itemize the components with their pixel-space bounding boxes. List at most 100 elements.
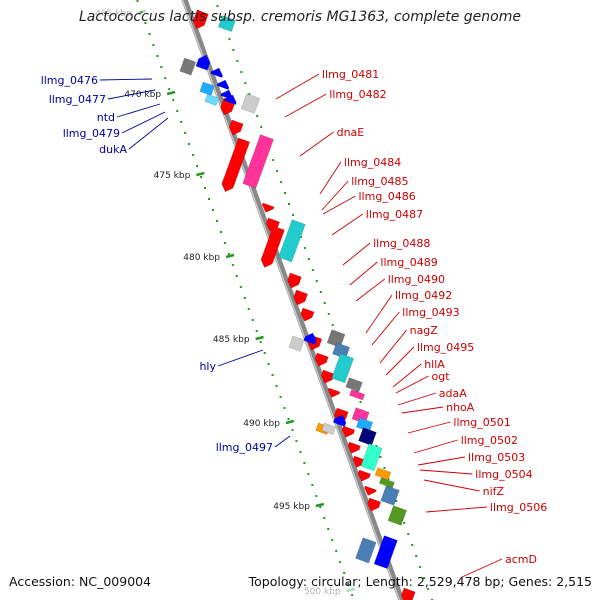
gene-label[interactable]: llmg_0502 [461, 434, 518, 447]
forward-cds[interactable] [227, 119, 244, 137]
reverse-cds[interactable] [303, 331, 319, 345]
forward-cds[interactable] [313, 352, 329, 368]
forward-cds[interactable] [362, 485, 377, 498]
forward-cds[interactable] [299, 307, 315, 323]
track-dot [284, 192, 287, 194]
gene-block[interactable] [242, 134, 274, 189]
gene-label[interactable]: llmg_0486 [359, 190, 416, 203]
gene-block[interactable] [387, 505, 407, 526]
gene-block[interactable] [326, 329, 346, 348]
track-dot [192, 154, 195, 156]
gene-label[interactable]: llmg_0482 [329, 88, 386, 101]
leader-line [425, 506, 487, 513]
gene-label[interactable]: llmg_0503 [468, 451, 525, 464]
gene-block[interactable] [321, 422, 337, 435]
gene-label[interactable]: llmg_0495 [417, 341, 474, 354]
track-dot [315, 495, 318, 497]
gene-label[interactable]: llmg_0477 [49, 93, 106, 106]
genome-backbone-highlight [181, 0, 401, 600]
gene-block[interactable] [179, 57, 197, 76]
gene-labels: llmg_0481 llmg_0482 dnaE llmg_0484 llmg_0485… [41, 68, 548, 566]
forward-cds[interactable] [326, 387, 341, 400]
reverse-cds[interactable] [332, 413, 348, 427]
gene-label[interactable]: llmg_0479 [63, 127, 120, 140]
gene-block[interactable] [380, 485, 400, 506]
forward-cds[interactable] [319, 369, 335, 385]
gene-block[interactable] [360, 443, 383, 472]
gene-block[interactable] [204, 93, 220, 106]
track-dot [287, 418, 290, 420]
gene-label[interactable]: llmg_0504 [475, 468, 532, 481]
forward-cds[interactable] [356, 469, 372, 483]
gene-block[interactable] [358, 427, 377, 446]
gene-block[interactable] [199, 81, 215, 96]
forward-cds[interactable] [346, 441, 361, 455]
track-dot [176, 110, 179, 112]
gene-block[interactable] [355, 537, 377, 564]
gene-label[interactable]: llmg_0490 [388, 273, 445, 286]
gene-block[interactable] [345, 377, 363, 393]
track-dot [407, 533, 410, 535]
leader-line [395, 375, 429, 394]
gene-label[interactable]: llmg_0485 [351, 175, 408, 188]
gene-block[interactable] [217, 15, 236, 33]
reverse-cds[interactable] [216, 78, 231, 90]
gene-label[interactable]: hly [199, 360, 216, 373]
reverse-cds[interactable] [210, 66, 225, 78]
forward-cds[interactable] [191, 9, 209, 31]
gene-label[interactable]: ntd [97, 111, 115, 124]
gene-block[interactable] [288, 335, 305, 352]
forward-cds[interactable] [399, 587, 416, 600]
gene-block[interactable] [374, 467, 392, 481]
gene-label[interactable]: nagZ [410, 324, 439, 337]
gene-label[interactable]: nhoA [446, 401, 475, 414]
gene-block[interactable] [278, 219, 306, 263]
track-dot [184, 132, 187, 134]
gene-label[interactable]: llmg_0488 [373, 237, 430, 250]
track-dot [275, 385, 278, 387]
forward-cds[interactable] [259, 225, 285, 270]
gene-block[interactable] [331, 353, 355, 384]
leader-line [379, 329, 407, 364]
gene-block[interactable] [240, 93, 261, 114]
gene-label[interactable]: llmg_0476 [41, 74, 98, 87]
gene-block[interactable] [378, 477, 395, 489]
gene-label[interactable]: acmD [505, 553, 537, 566]
gene-label[interactable]: hllA [424, 358, 445, 371]
gene-label[interactable]: llmg_0493 [402, 306, 459, 319]
forward-cds[interactable] [365, 497, 382, 513]
track-dot [291, 429, 294, 431]
forward-cds[interactable] [220, 137, 251, 194]
gene-label[interactable]: ogt [432, 370, 451, 383]
gene-label[interactable]: nifZ [483, 485, 505, 498]
gene-label[interactable]: llmg_0489 [380, 256, 437, 269]
gene-label[interactable]: llmg_0481 [322, 68, 379, 81]
forward-cds[interactable] [260, 202, 275, 215]
track-dot [136, 0, 139, 2]
reverse-cds[interactable] [224, 93, 238, 105]
forward-cds[interactable] [340, 425, 356, 439]
track-dot [288, 203, 291, 205]
gene-label[interactable]: llmg_0501 [453, 416, 510, 429]
forward-cds[interactable] [292, 289, 308, 307]
gene-block[interactable] [373, 535, 398, 569]
track-dot [251, 319, 254, 321]
gene-label[interactable]: dukA [99, 143, 127, 156]
gene-label[interactable]: dnaE [337, 126, 365, 139]
tick-mark [225, 253, 235, 259]
gene-label[interactable]: llmg_0487 [366, 208, 423, 221]
gene-label[interactable]: llmg_0484 [344, 156, 401, 169]
track-dot [347, 583, 350, 585]
gene-label[interactable]: adaA [439, 387, 467, 400]
tick-mark [315, 502, 325, 508]
reverse-cds[interactable] [195, 53, 212, 71]
leader-line [392, 363, 422, 388]
gene-label[interactable]: llmg_0492 [395, 289, 452, 302]
gene-label[interactable]: llmg_0506 [490, 501, 547, 514]
track-dot [259, 341, 262, 343]
gene-block[interactable] [332, 342, 351, 360]
forward-cds[interactable] [285, 272, 302, 290]
gene-label[interactable]: llmg_0497 [216, 441, 273, 454]
tick-mark [285, 419, 295, 425]
gene-block[interactable] [349, 389, 366, 401]
